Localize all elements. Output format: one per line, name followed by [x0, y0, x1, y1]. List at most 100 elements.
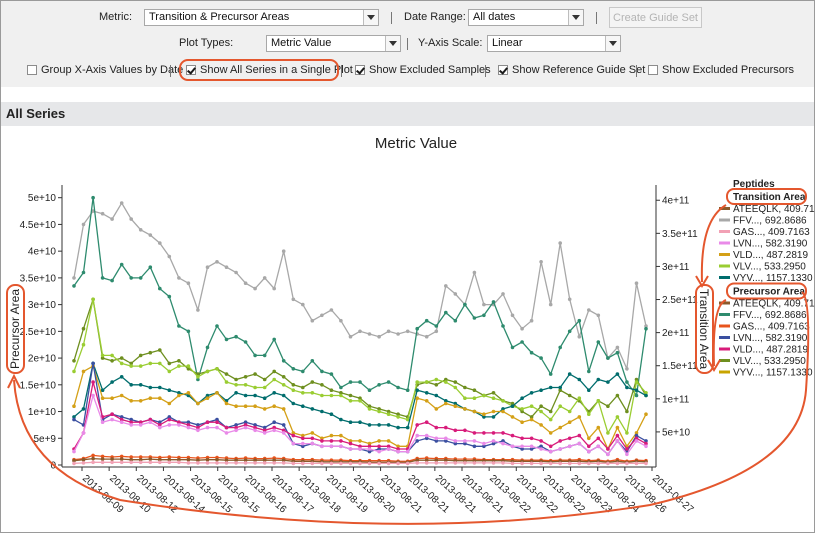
data-point: [453, 380, 458, 384]
show-all-series-checkbox[interactable]: Show All Series in a Single Plot: [186, 63, 353, 77]
data-point: [72, 284, 76, 288]
data-point: [444, 436, 448, 441]
data-point: [482, 412, 486, 417]
data-point: [558, 447, 562, 451]
data-point: [358, 444, 362, 449]
data-point: [253, 425, 257, 430]
data-point: [224, 431, 229, 435]
data-point: [348, 334, 353, 339]
legend-entry-label: FFV..., 692.8686: [733, 310, 807, 321]
data-point: [577, 433, 582, 438]
data-point: [234, 423, 238, 427]
plot-types-label: Plot Types:: [179, 37, 234, 49]
separator: [636, 65, 637, 77]
show-reference-guide-set-checkbox[interactable]: Show Reference Guide Set: [498, 63, 645, 77]
data-point: [558, 385, 562, 390]
legend-swatch: [719, 230, 730, 233]
data-point: [386, 423, 391, 427]
data-point: [606, 356, 610, 360]
data-point: [453, 428, 458, 433]
data-point: [167, 457, 172, 462]
data-point: [491, 461, 496, 465]
data-point: [596, 444, 601, 449]
data-point: [148, 265, 153, 270]
date-range-select[interactable]: All dates: [468, 9, 584, 26]
data-point: [358, 439, 362, 443]
data-point: [272, 461, 277, 465]
data-point: [119, 454, 124, 459]
data-point: [482, 393, 486, 398]
data-point: [491, 431, 496, 435]
legend-entry-label: ATEEQLK, 409.7163: [733, 204, 815, 215]
data-point: [529, 391, 534, 395]
data-point: [377, 423, 381, 427]
y-axis-scale-select[interactable]: Linear: [487, 35, 621, 52]
data-point: [110, 380, 114, 384]
data-point: [119, 201, 124, 205]
data-point: [396, 415, 400, 419]
data-point: [110, 460, 114, 465]
show-excluded-precursors-checkbox[interactable]: Show Excluded Precursors: [648, 63, 794, 77]
data-point: [301, 385, 305, 390]
data-point: [634, 393, 639, 398]
data-point: [491, 441, 496, 446]
data-point: [119, 375, 124, 379]
y-right-label-highlight: [695, 284, 714, 374]
data-point: [310, 318, 315, 323]
data-point: [510, 433, 515, 438]
data-point: [167, 423, 172, 427]
data-point: [386, 439, 391, 443]
data-point: [243, 375, 248, 379]
data-point: [567, 297, 572, 302]
data-point: [281, 249, 286, 253]
data-point: [186, 461, 191, 465]
show-excluded-samples-checkbox[interactable]: Show Excluded Samples: [355, 63, 491, 77]
data-point: [205, 425, 210, 430]
data-point: [596, 425, 601, 430]
group-x-axis-checkbox[interactable]: Group X-Axis Values by Date: [27, 63, 183, 77]
data-point: [577, 334, 582, 339]
data-point: [320, 409, 324, 414]
data-point: [348, 399, 353, 403]
data-point: [587, 444, 591, 449]
data-point: [529, 447, 534, 451]
data-point: [310, 461, 315, 466]
data-point: [434, 329, 439, 334]
data-point: [138, 455, 143, 459]
data-point: [615, 393, 620, 398]
data-point: [339, 385, 343, 390]
data-point: [253, 372, 257, 376]
data-point: [320, 393, 324, 398]
metric-select[interactable]: Transition & Precursor Areas: [144, 9, 379, 26]
data-point: [587, 436, 591, 441]
data-point: [529, 350, 534, 355]
data-point: [358, 380, 362, 384]
data-point: [472, 396, 477, 401]
create-guide-set-button[interactable]: Create Guide Set: [609, 7, 702, 28]
data-point: [272, 428, 277, 433]
data-point: [253, 353, 257, 358]
data-point: [510, 404, 515, 409]
data-point: [567, 409, 572, 414]
date-range-select-value: All dates: [473, 11, 516, 23]
data-point: [196, 425, 200, 430]
data-point: [472, 461, 477, 465]
data-point: [634, 281, 639, 286]
data-point: [644, 461, 648, 466]
data-point: [253, 393, 257, 398]
data-point: [396, 385, 400, 390]
annotation-arrow: [700, 204, 727, 283]
data-point: [377, 383, 381, 387]
plot-types-select[interactable]: Metric Value: [266, 35, 401, 52]
data-point: [262, 425, 267, 430]
data-point: [520, 396, 524, 401]
data-point: [177, 391, 181, 395]
data-point: [129, 457, 133, 462]
data-point: [529, 318, 534, 323]
checkbox-label: Show Reference Guide Set: [512, 64, 646, 76]
data-point: [167, 455, 172, 459]
data-point: [386, 444, 391, 449]
data-point: [482, 441, 486, 446]
data-point: [148, 350, 153, 355]
y-left-tick-label: 4e+10: [28, 247, 57, 258]
